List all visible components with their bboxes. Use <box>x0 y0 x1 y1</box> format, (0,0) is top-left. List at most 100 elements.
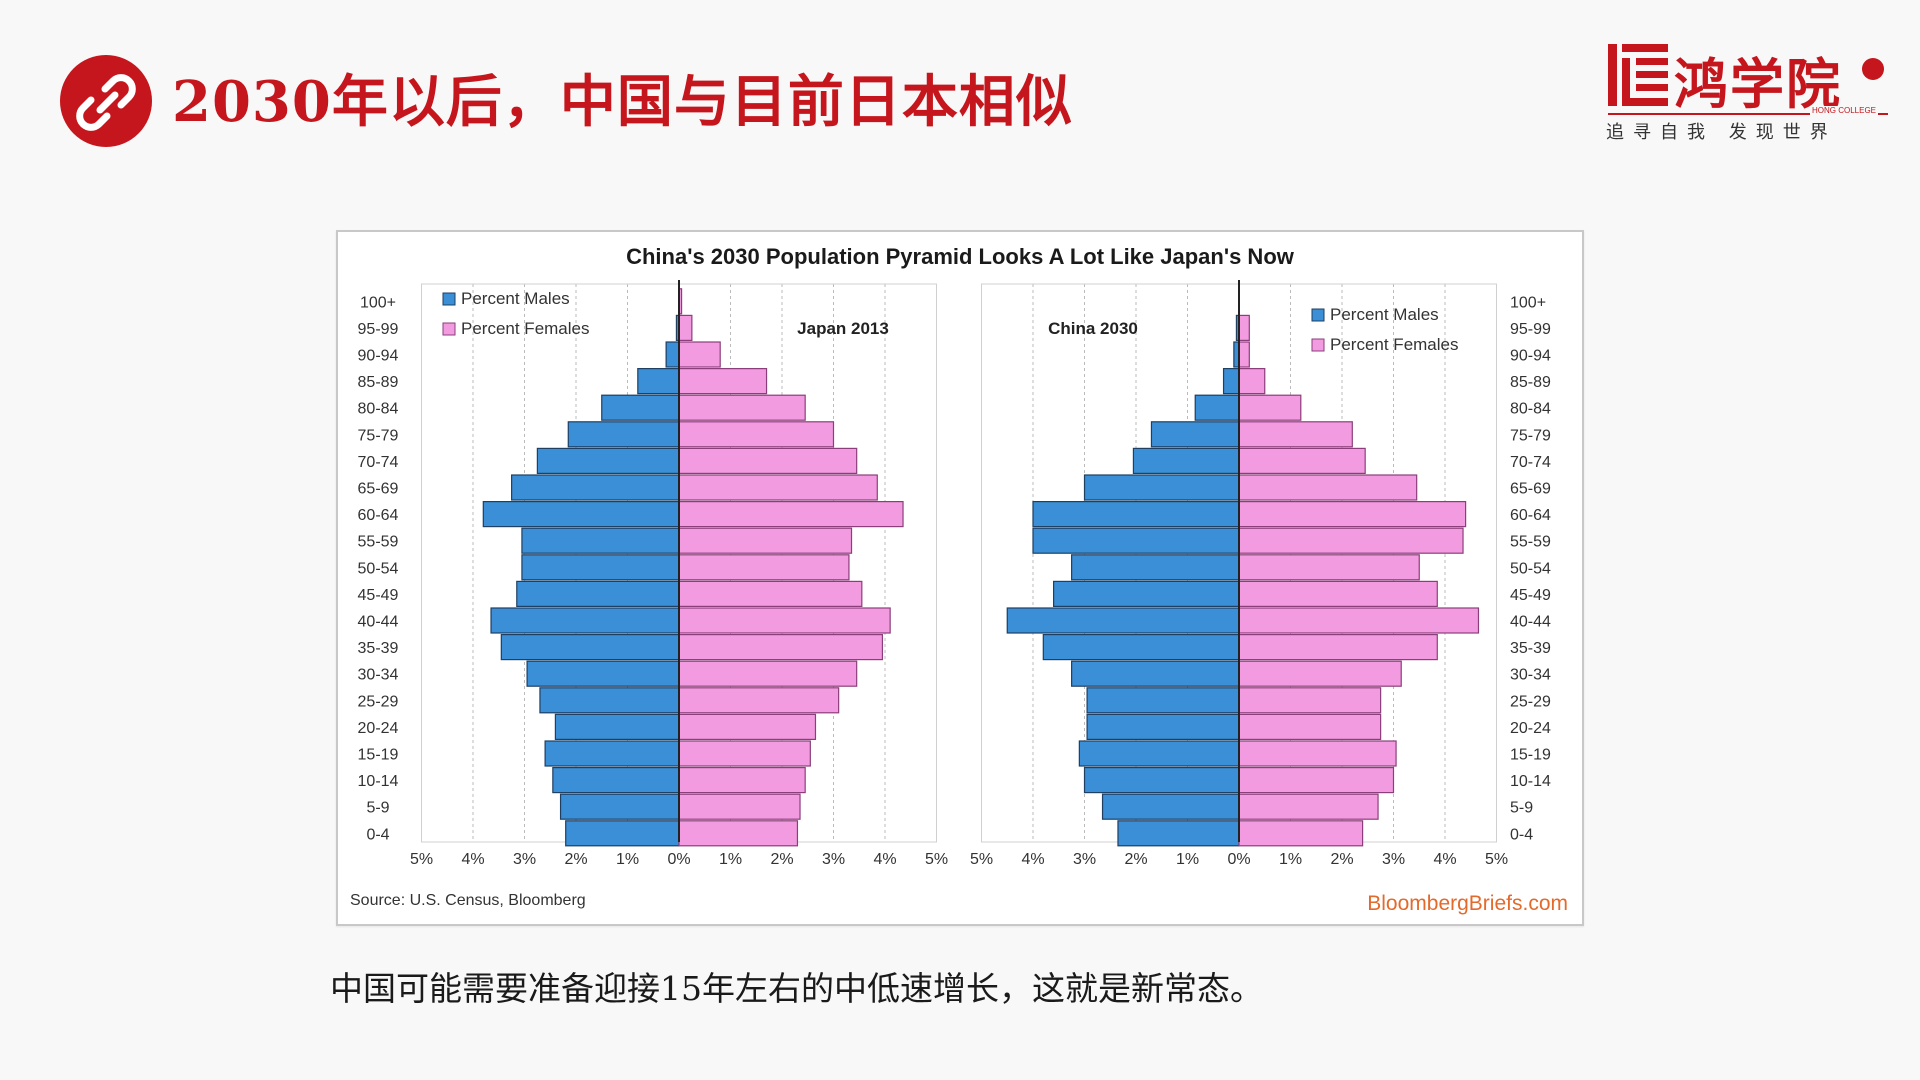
female-bar <box>1238 740 1397 767</box>
age-label: 95-99 <box>1510 321 1551 338</box>
female-bar <box>678 474 878 501</box>
male-bar <box>1117 820 1240 847</box>
female-bar <box>678 713 817 740</box>
age-label: 5-9 <box>366 800 389 817</box>
female-bar <box>678 527 853 554</box>
female-bar <box>678 580 863 607</box>
legend-swatch-females <box>442 322 456 336</box>
logo-divider <box>1608 113 1888 115</box>
male-bar <box>665 341 680 368</box>
male-bar <box>1032 527 1240 554</box>
chart-svg: China's 2030 Population Pyramid Looks A … <box>350 244 1568 915</box>
legend-label: Percent Females <box>461 319 590 338</box>
female-bar <box>1238 607 1480 634</box>
age-label: 35-39 <box>358 640 399 657</box>
female-bar <box>1238 421 1353 448</box>
age-label: 55-59 <box>358 534 399 551</box>
male-bar <box>482 501 680 528</box>
male-bar <box>601 394 680 421</box>
age-label: 35-39 <box>1510 640 1551 657</box>
female-bar <box>1238 634 1438 661</box>
male-bar <box>1194 394 1240 421</box>
x-tick-label: 5% <box>410 851 433 868</box>
age-label: 40-44 <box>1510 614 1551 631</box>
x-tick-label: 1% <box>1279 851 1302 868</box>
female-bar <box>1238 554 1420 581</box>
female-bar <box>678 341 721 368</box>
male-bar <box>1042 634 1240 661</box>
college-logo: 鸿学院 HONG COLLEGE 追寻自我 发现世界 <box>1600 38 1900 148</box>
male-bar <box>1222 368 1240 395</box>
female-bar <box>1238 820 1364 847</box>
legend-label: Percent Males <box>1330 305 1439 324</box>
female-bar <box>678 554 850 581</box>
male-bar <box>1083 766 1240 794</box>
age-label: 45-49 <box>1510 587 1551 604</box>
male-bar <box>565 820 680 847</box>
legend-swatch-females <box>1311 338 1325 352</box>
female-bar <box>1238 766 1395 794</box>
pyramid-panel-0: 100+ 95-99 90-94 85-89 80-84 75-79 70-74 65-69 6… <box>358 280 948 868</box>
female-bar <box>1238 660 1402 687</box>
legend-swatch-males <box>1311 308 1325 322</box>
caption: 中国可能需要准备迎接15年左右的中低速增长，这就是新常态。 <box>330 969 1263 1008</box>
male-bar <box>1052 580 1240 607</box>
x-tick-label: 5% <box>1485 851 1508 868</box>
male-bar <box>1132 447 1240 474</box>
link-icon <box>60 55 152 147</box>
chart-title: China's 2030 Population Pyramid Looks A … <box>626 244 1295 269</box>
female-bar <box>678 421 835 448</box>
x-tick-label: 1% <box>1176 851 1199 868</box>
female-bar <box>1238 314 1250 342</box>
male-bar <box>521 554 680 581</box>
male-bar <box>516 580 680 607</box>
male-bar <box>544 740 680 767</box>
male-bar <box>1078 740 1240 767</box>
male-bar <box>521 527 680 554</box>
x-tick-label: 2% <box>1124 851 1147 868</box>
x-tick-label: 2% <box>1330 851 1353 868</box>
x-tick-label: 0% <box>1227 851 1250 868</box>
male-bar <box>1032 501 1240 528</box>
male-bar <box>567 421 680 448</box>
female-bar <box>678 660 858 687</box>
age-label: 65-69 <box>1510 481 1551 498</box>
age-label: 75-79 <box>1510 427 1551 444</box>
age-label: 50-54 <box>358 560 399 577</box>
female-bar <box>678 394 806 421</box>
legend-label: Percent Females <box>1330 335 1459 354</box>
female-bar <box>678 634 884 661</box>
male-bar <box>526 660 680 687</box>
logo-name: 鸿学院 <box>1674 52 1842 116</box>
male-bar <box>511 474 680 501</box>
age-label: 20-24 <box>1510 720 1551 737</box>
age-label: 100+ <box>360 294 396 311</box>
female-bar <box>1238 713 1382 740</box>
age-label: 40-44 <box>358 614 399 631</box>
x-tick-label: 3% <box>822 851 845 868</box>
male-bar <box>1083 474 1240 501</box>
female-bar <box>678 607 891 634</box>
age-label: 20-24 <box>358 720 399 737</box>
female-bar <box>678 368 768 395</box>
female-bar <box>1238 793 1379 820</box>
age-label: 5-9 <box>1510 800 1533 817</box>
female-bar <box>1238 341 1250 368</box>
age-label: 30-34 <box>358 667 399 684</box>
age-label: 10-14 <box>358 773 399 790</box>
female-bar <box>678 687 840 714</box>
age-label: 60-64 <box>358 507 399 524</box>
age-label: 80-84 <box>1510 401 1551 418</box>
x-tick-label: 4% <box>1433 851 1456 868</box>
age-label: 70-74 <box>358 454 399 471</box>
seal-icon <box>1862 58 1884 80</box>
panels-layer: 100+ 95-99 90-94 85-89 80-84 75-79 70-74 65-69 6… <box>358 280 1551 868</box>
age-label: 100+ <box>1510 294 1546 311</box>
female-bar <box>1238 580 1438 607</box>
age-label: 10-14 <box>1510 773 1551 790</box>
male-bar <box>1006 607 1240 634</box>
age-label: 60-64 <box>1510 507 1551 524</box>
logo-mark-icon <box>1608 44 1668 106</box>
x-tick-label: 4% <box>873 851 896 868</box>
male-bar <box>637 368 680 395</box>
